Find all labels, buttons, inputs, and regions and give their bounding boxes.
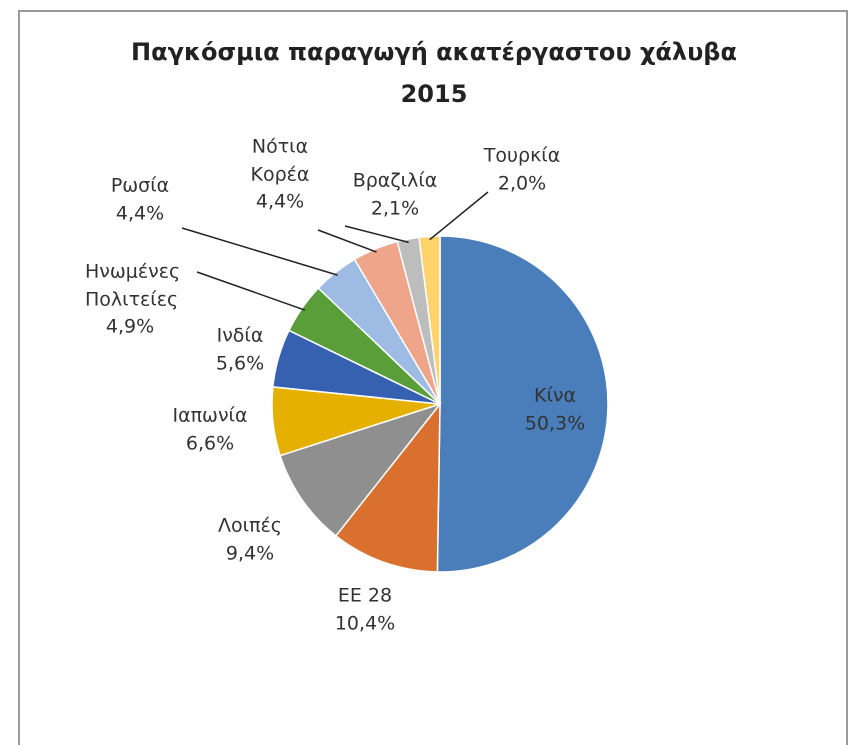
pie-slice xyxy=(279,402,443,537)
value-label: 50,3% xyxy=(524,412,586,434)
leader-line xyxy=(196,271,306,311)
data-label: Ιαπωνία 6,6% xyxy=(135,402,285,457)
leader-line xyxy=(344,225,409,244)
value-label: 4,4% xyxy=(255,190,305,213)
chart-title: Παγκόσμια παραγωγή ακατέργαστου χάλυβα xyxy=(131,38,737,66)
data-label: Κίνα 50,3% xyxy=(480,382,630,437)
value-label: 5,6% xyxy=(215,352,265,374)
value-label: 6,6% xyxy=(185,432,235,454)
value-label: 9,4% xyxy=(225,542,275,564)
category-label: ΕΕ 28 xyxy=(337,584,393,607)
data-label: Τουρκία 2,0% xyxy=(447,142,597,197)
category-label: Ινδία xyxy=(216,324,264,347)
category-label: Ιαπωνία xyxy=(172,404,248,427)
pie-slice xyxy=(436,235,609,573)
value-label: 4,4% xyxy=(115,202,165,224)
data-label: Ινδία 5,6% xyxy=(165,322,315,377)
leader-line xyxy=(429,191,489,241)
data-label: Ρωσία 4,4% xyxy=(65,172,215,227)
data-label: Λοιπές 9,4% xyxy=(175,512,325,567)
data-label: Νότια Κορέα 4,4% xyxy=(205,134,355,217)
value-label: 10,4% xyxy=(334,612,396,634)
data-label: Ηνωμένες Πολιτείες 4,9% xyxy=(55,259,205,342)
chart-subtitle: 2015 xyxy=(400,80,468,108)
pie-slice xyxy=(418,235,441,405)
value-label: 4,9% xyxy=(105,315,155,338)
value-label: 2,0% xyxy=(497,172,547,194)
pie-slice xyxy=(334,401,441,573)
data-label: Βραζιλία 2,1% xyxy=(320,167,470,222)
category-label: Βραζιλία xyxy=(352,169,438,192)
chart-frame xyxy=(18,10,848,745)
leader-line xyxy=(317,229,377,253)
category-label: Ηνωμένες Πολιτείες xyxy=(85,260,181,311)
value-label: 2,1% xyxy=(370,197,420,219)
category-label: Τουρκία xyxy=(483,144,561,167)
leader-line xyxy=(181,227,338,276)
data-label: ΕΕ 28 10,4% xyxy=(290,582,440,637)
category-label: Λοιπές xyxy=(218,514,282,537)
category-label: Κίνα xyxy=(533,384,577,407)
category-label: Ρωσία xyxy=(110,174,170,197)
category-label: Νότια Κορέα xyxy=(250,135,310,186)
